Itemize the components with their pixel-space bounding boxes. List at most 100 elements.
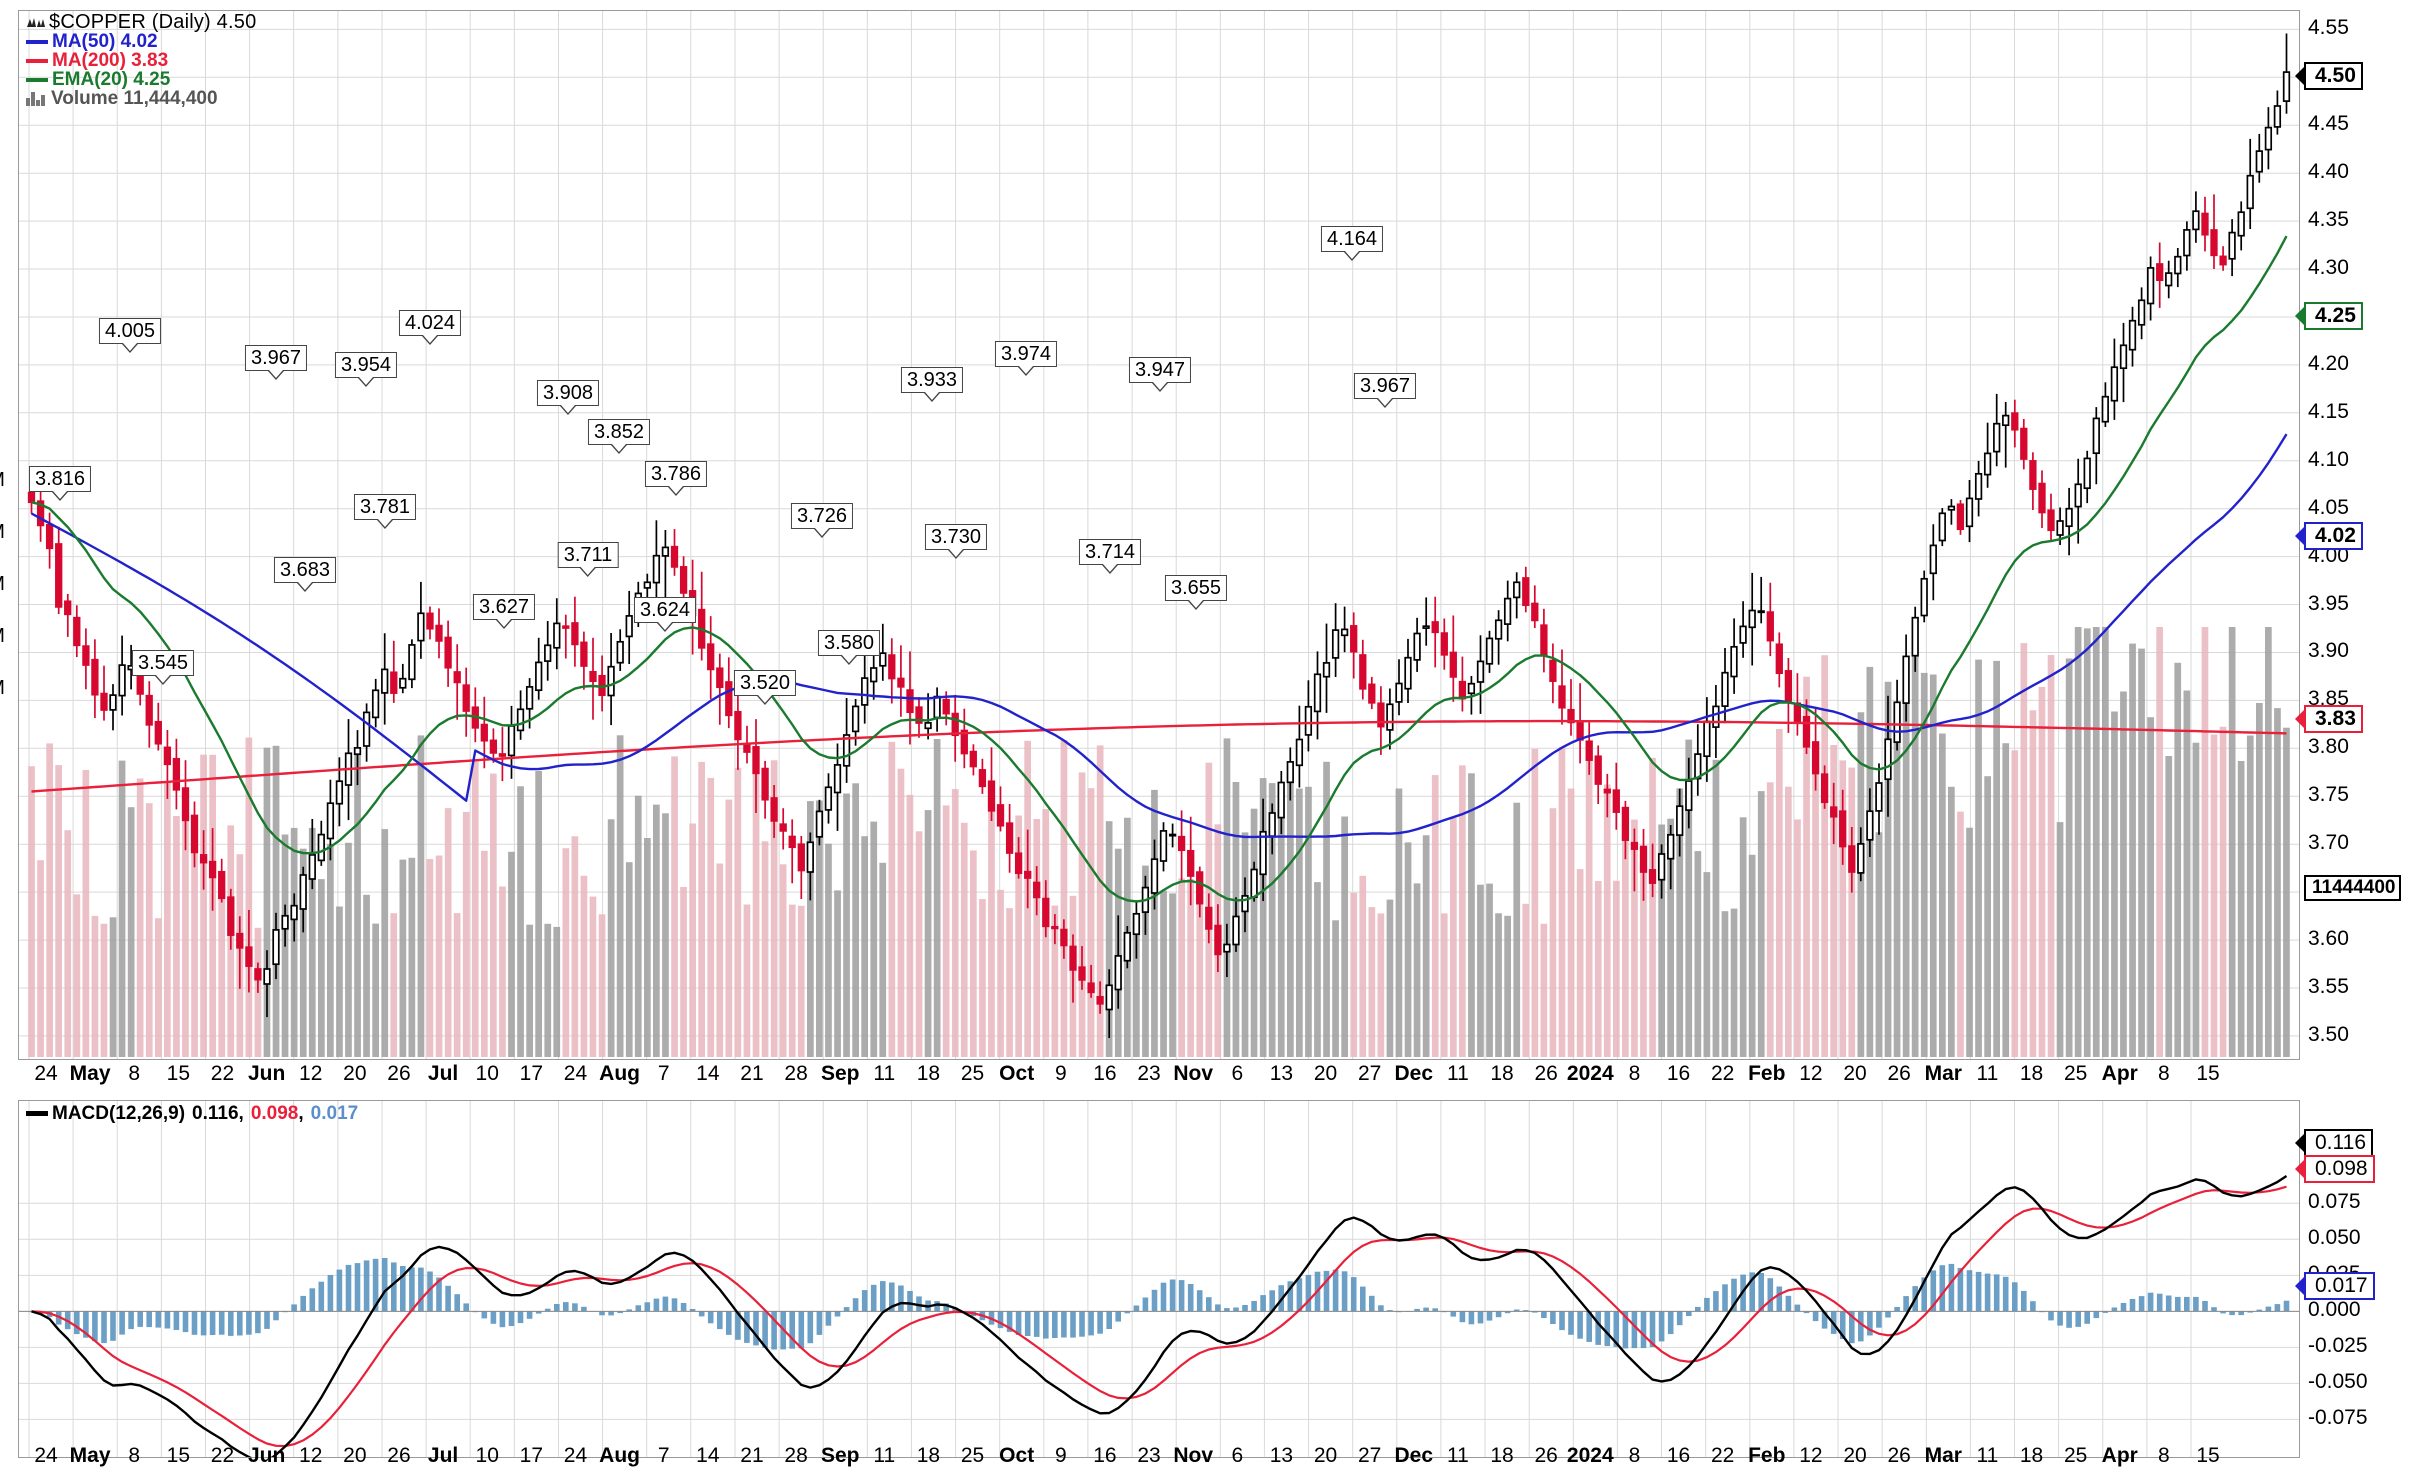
date-label-price: Feb (1748, 1062, 1786, 1085)
date-label-macd: Oct (999, 1444, 1035, 1467)
date-label-price: 26 (1534, 1062, 1558, 1085)
price-callout: 3.781 (353, 494, 417, 529)
legend-ma50-row: MA(50) 4.02 (26, 30, 256, 52)
date-label-price: 18 (916, 1062, 941, 1085)
price-tag-3.83: 3.83 (2304, 704, 2363, 733)
price-tag-4.25: 4.25 (2304, 301, 2363, 330)
date-label-macd: Aug (599, 1444, 640, 1467)
legend-ema20-label: EMA(20) 4.25 (52, 68, 171, 90)
price-callout: 3.816 (28, 466, 92, 501)
price-callout: 3.520 (733, 670, 797, 705)
date-label-macd: 16 (1666, 1444, 1691, 1467)
date-label-macd: 18 (1490, 1444, 1514, 1467)
legend-volume-row: Volume 11,444,400 (26, 87, 256, 109)
date-label-price: 28 (784, 1062, 808, 1085)
date-label-macd: 20 (343, 1444, 367, 1467)
date-label-macd: 11 (873, 1444, 896, 1467)
date-label-price: 8 (2158, 1062, 2170, 1085)
date-label-macd: Apr (2101, 1444, 2138, 1467)
date-label-macd: Mar (1924, 1444, 1962, 1467)
date-label-macd: 24 (34, 1444, 58, 1467)
macd-chart-panel[interactable] (18, 1100, 2300, 1458)
ma50-swatch-icon (26, 39, 48, 44)
date-label-macd: 16 (1093, 1444, 1117, 1467)
date-label-price: May (69, 1062, 111, 1085)
price-callout: 3.580 (817, 630, 881, 665)
date-label-price: 22 (210, 1062, 235, 1085)
volume-tick: 15M (0, 626, 5, 646)
date-label-price: 7 (657, 1062, 670, 1085)
date-label-macd: Feb (1748, 1444, 1786, 1467)
price-tick: 3.55 (2308, 974, 2349, 998)
date-label-macd: 10 (475, 1444, 499, 1467)
legend-volume-label: Volume 11,444,400 (51, 87, 218, 109)
macd-tag-0.116: 0.116 (2304, 1129, 2373, 1158)
price-tick: 4.20 (2308, 351, 2349, 375)
stockcharts-logo-icon (26, 15, 46, 31)
date-label-price: 13 (1269, 1062, 1294, 1085)
macd-tag-0.017: 0.017 (2304, 1271, 2375, 1300)
date-label-price: 25 (960, 1062, 985, 1085)
price-callout: 3.852 (587, 419, 651, 454)
price-callout: 3.545 (131, 650, 195, 685)
price-callout: 3.726 (790, 503, 854, 538)
macd-plot-area (19, 1101, 2299, 1457)
date-label-macd: 26 (387, 1444, 411, 1467)
macd-tick: -0.025 (2308, 1334, 2368, 1358)
price-callout: 3.947 (1128, 357, 1192, 392)
date-label-price: 18 (2019, 1062, 2044, 1085)
price-tick: 3.75 (2308, 783, 2349, 807)
date-label-macd: 14 (696, 1444, 720, 1467)
date-label-macd: 25 (2063, 1444, 2088, 1467)
legend-ema20-row: EMA(20) 4.25 (26, 68, 256, 90)
date-label-macd: Sep (820, 1444, 860, 1467)
price-tick: 4.15 (2308, 399, 2349, 423)
price-callout: 3.714 (1078, 539, 1142, 574)
date-label-price: 18 (1490, 1062, 1514, 1085)
price-tick: 4.40 (2308, 160, 2349, 184)
price-tick: 3.80 (2308, 735, 2349, 759)
date-label-macd: 11 (1447, 1444, 1469, 1467)
price-tag-11444400: 11444400 (2304, 875, 2401, 902)
date-label-price: 23 (1137, 1062, 1161, 1085)
price-tick: 4.10 (2308, 447, 2349, 471)
date-label-macd: 6 (1231, 1444, 1244, 1467)
price-callout: 3.967 (244, 345, 308, 380)
date-label-price: 24 (563, 1062, 588, 1085)
date-label-price: 27 (1357, 1062, 1382, 1085)
date-label-price: 11 (1447, 1062, 1469, 1085)
date-label-price: Jul (427, 1062, 459, 1085)
price-callout: 4.164 (1320, 226, 1384, 261)
legend-macd-value: 0.116 (192, 1102, 239, 1124)
legend-symbol-row: $COPPER (Daily) 4.50 (26, 11, 256, 33)
date-label-macd: 22 (210, 1444, 235, 1467)
macd-tag-0.098: 0.098 (2304, 1155, 2375, 1184)
date-label-price: 20 (1843, 1062, 1867, 1085)
date-label-price: 10 (475, 1062, 499, 1085)
macd-axis-right: 0.0750.0500.0250.000-0.025-0.050-0.0750.… (2302, 1100, 2434, 1458)
price-tick: 3.50 (2308, 1022, 2349, 1046)
legend-macd-signal: 0.098 (250, 1102, 299, 1124)
date-label-price: 15 (166, 1062, 191, 1085)
volume-tick: 30M (0, 470, 5, 490)
date-label-macd: 26 (1534, 1444, 1558, 1467)
legend-ma200-row: MA(200) 3.83 (26, 50, 256, 71)
price-chart-panel[interactable] (18, 10, 2300, 1060)
date-label-price: 6 (1231, 1062, 1244, 1085)
price-callout: 3.908 (536, 380, 600, 415)
date-label-macd: 17 (519, 1444, 544, 1467)
volume-axis-left: 30M25M20M15M10M5M0M (0, 10, 18, 1060)
price-tick: 3.90 (2308, 639, 2349, 663)
date-label-macd: 7 (657, 1444, 670, 1467)
price-callout: 4.005 (98, 318, 162, 353)
legend-ma50-label: MA(50) 4.02 (52, 30, 158, 52)
legend-macd-histogram: 0.017 (310, 1102, 359, 1124)
date-label-macd: 9 (1054, 1444, 1067, 1467)
legend-macd-comma-2: , (298, 1102, 304, 1124)
date-axis-price: 24 May 8 15 22 Jun 12 20 26 Jul 10 17 24 Aug 7 14 21 28 Se… (18, 1062, 2300, 1092)
date-label-macd: 2024 (1566, 1444, 1614, 1467)
price-callout: 3.711 (557, 542, 619, 577)
date-label-price: Jun (247, 1062, 286, 1085)
price-tick: 4.05 (2308, 495, 2349, 519)
date-label-price: 16 (1666, 1062, 1691, 1085)
